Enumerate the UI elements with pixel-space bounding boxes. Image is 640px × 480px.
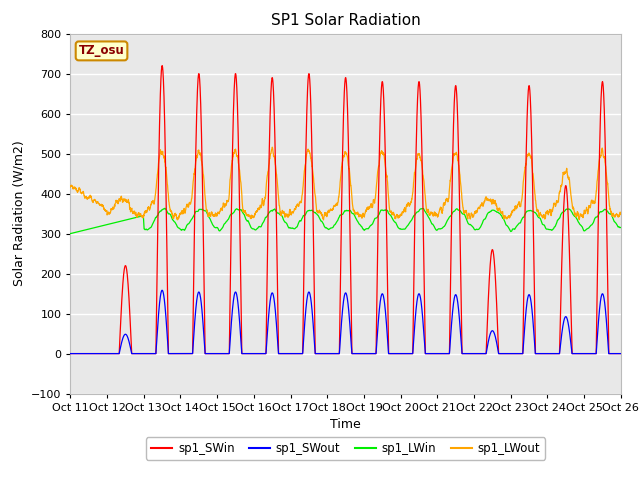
sp1_SWout bbox=[158, 288, 166, 293]
sp1_LWin bbox=[565, 206, 573, 212]
sp1_SWin bbox=[399, 351, 407, 357]
sp1_LWin bbox=[220, 221, 228, 227]
sp1_LWout bbox=[409, 185, 417, 191]
Text: TZ_osu: TZ_osu bbox=[79, 44, 124, 58]
sp1_LWout bbox=[617, 211, 625, 216]
sp1_LWout bbox=[184, 204, 192, 209]
sp1_SWin bbox=[158, 63, 166, 69]
Line: sp1_LWin: sp1_LWin bbox=[70, 208, 621, 234]
sp1_LWin bbox=[617, 225, 625, 230]
sp1_LWout bbox=[319, 217, 327, 223]
Line: sp1_SWin: sp1_SWin bbox=[70, 66, 621, 354]
Y-axis label: Solar Radiation (W/m2): Solar Radiation (W/m2) bbox=[12, 141, 26, 287]
sp1_SWout bbox=[409, 348, 417, 353]
sp1_LWin bbox=[184, 221, 192, 227]
Line: sp1_LWout: sp1_LWout bbox=[70, 147, 621, 220]
sp1_LWin bbox=[161, 205, 168, 211]
sp1_LWout bbox=[268, 144, 276, 150]
sp1_SWout bbox=[565, 323, 573, 329]
sp1_LWout bbox=[399, 210, 407, 216]
sp1_LWout bbox=[67, 184, 74, 190]
sp1_LWin bbox=[67, 231, 74, 237]
Line: sp1_SWout: sp1_SWout bbox=[70, 290, 621, 354]
sp1_SWin bbox=[617, 351, 625, 357]
X-axis label: Time: Time bbox=[330, 418, 361, 431]
sp1_SWout bbox=[67, 351, 74, 357]
sp1_SWin bbox=[565, 225, 573, 231]
sp1_LWout bbox=[565, 174, 573, 180]
sp1_LWout bbox=[617, 210, 625, 216]
sp1_SWout bbox=[617, 351, 625, 357]
sp1_SWin bbox=[617, 351, 625, 357]
sp1_SWin bbox=[409, 336, 417, 342]
sp1_SWin bbox=[184, 351, 192, 357]
sp1_SWout bbox=[184, 351, 192, 357]
sp1_LWout bbox=[220, 201, 228, 206]
sp1_LWin bbox=[399, 226, 407, 232]
sp1_SWin bbox=[220, 351, 228, 357]
Title: SP1 Solar Radiation: SP1 Solar Radiation bbox=[271, 13, 420, 28]
sp1_LWin bbox=[409, 215, 417, 220]
sp1_SWout bbox=[399, 351, 407, 357]
sp1_SWout bbox=[617, 351, 625, 357]
sp1_SWout bbox=[220, 351, 228, 357]
sp1_SWin bbox=[67, 351, 74, 357]
sp1_LWin bbox=[617, 225, 625, 230]
Legend: sp1_SWin, sp1_SWout, sp1_LWin, sp1_LWout: sp1_SWin, sp1_SWout, sp1_LWin, sp1_LWout bbox=[146, 437, 545, 460]
